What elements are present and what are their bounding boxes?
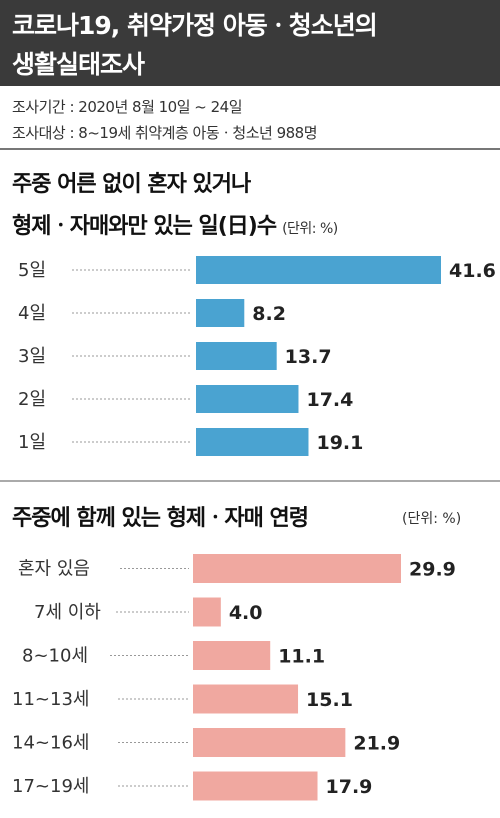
category-label: 2일 [18, 389, 46, 410]
survey-period: 조사기간 : 2020년 8월 10일 ~ 24일 [12, 98, 243, 116]
category-label: 5일 [18, 260, 46, 281]
bar [196, 299, 245, 327]
survey-target: 조사대상 : 8~19세 취약계층 아동ㆍ청소년 988명 [12, 124, 318, 142]
category-label: 4일 [18, 303, 46, 324]
value-label: 11.1 [278, 646, 325, 668]
bar [193, 728, 346, 757]
category-label: 14~16세 [12, 733, 89, 754]
title-line-2: 생활실태조사 [12, 50, 145, 79]
bar [196, 256, 441, 284]
divider [0, 480, 500, 482]
bar [196, 428, 309, 456]
category-label: 8~10세 [22, 646, 88, 667]
chart2-unit: (단위: %) [402, 511, 462, 527]
category-label: 7세 이하 [34, 602, 101, 623]
category-label: 11~13세 [12, 689, 89, 710]
chart1-title-text: 형제ㆍ자매와만 있는 일(日)수 [12, 214, 277, 239]
chart1-title-line-1: 주중 어른 없이 혼자 있거나 [12, 172, 251, 197]
divider [0, 148, 500, 150]
category-label: 혼자 있음 [18, 559, 90, 580]
category-label: 3일 [18, 346, 46, 367]
chart2-title: 주중에 함께 있는 형제ㆍ자매 연령 [12, 506, 309, 531]
value-label: 29.9 [409, 559, 456, 581]
bar [196, 385, 299, 413]
chart1-unit: (단위: %) [282, 221, 338, 237]
bar [193, 597, 221, 627]
value-label: 15.1 [306, 689, 353, 711]
bar [193, 684, 299, 714]
value-label: 19.1 [316, 432, 363, 454]
category-label: 17~19세 [12, 776, 89, 797]
header-banner: 코로나19, 취약가정 아동ㆍ청소년의 생활실태조사 [0, 0, 500, 86]
bar [193, 641, 271, 670]
value-label: 8.2 [252, 303, 286, 325]
bar [193, 554, 401, 583]
value-label: 41.6 [449, 260, 496, 282]
bar [196, 342, 277, 370]
chart1-title-line-2: 형제ㆍ자매와만 있는 일(日)수 (단위: %) [12, 208, 338, 240]
bar [193, 771, 318, 801]
value-label: 17.9 [326, 776, 373, 798]
value-label: 21.9 [353, 733, 400, 755]
value-label: 13.7 [285, 346, 332, 368]
value-label: 4.0 [229, 602, 263, 624]
category-label: 1일 [18, 432, 46, 453]
title-line-1: 코로나19, 취약가정 아동ㆍ청소년의 [12, 11, 378, 40]
value-label: 17.4 [306, 389, 353, 411]
